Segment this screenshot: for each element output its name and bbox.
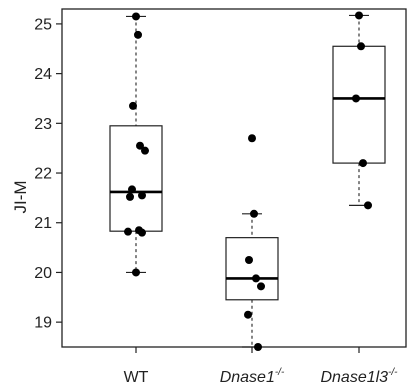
data-point: [129, 101, 137, 110]
x-axis: WT Dnase1-/- Dnase1l3-/-: [124, 347, 398, 386]
data-point: [364, 201, 372, 210]
box-group: [109, 15, 163, 274]
iqr-box: [109, 125, 163, 232]
data-point: [136, 141, 144, 150]
plot-frame: [61, 8, 407, 348]
data-point: [132, 12, 140, 21]
data-point: [352, 94, 360, 103]
y-tick-label: 21: [34, 215, 52, 232]
boxes-layer: [109, 14, 386, 348]
data-point: [124, 227, 132, 236]
points-layer: [124, 11, 372, 351]
iqr-box: [332, 45, 386, 164]
box-group: [225, 213, 279, 348]
data-point: [359, 159, 367, 168]
data-point: [355, 11, 363, 20]
data-point: [128, 185, 136, 194]
y-tick-label: 24: [34, 66, 52, 83]
y-axis: 19 20 21 22 23 24 25: [34, 16, 62, 332]
data-point: [245, 256, 253, 265]
data-point: [138, 191, 146, 200]
y-tick-label: 20: [34, 265, 52, 282]
data-point: [134, 30, 142, 39]
data-point: [252, 274, 260, 283]
y-tick-label: 19: [34, 315, 52, 332]
data-point: [257, 282, 265, 291]
y-axis-title: JI-M: [11, 180, 30, 213]
data-point: [141, 146, 149, 155]
data-point: [138, 228, 146, 237]
iqr-box: [225, 237, 279, 301]
y-tick-label: 23: [34, 116, 52, 133]
data-point: [132, 268, 140, 277]
y-axis-title-group: JI-M: [11, 180, 30, 213]
x-tick-label: Dnase1-/-: [220, 367, 285, 386]
data-point: [126, 192, 134, 201]
data-point: [248, 134, 256, 143]
data-point: [254, 343, 262, 351]
data-point: [250, 209, 258, 218]
y-tick-label: 22: [34, 166, 52, 183]
x-tick-label: Dnase1l3-/-: [320, 367, 398, 386]
data-point: [357, 42, 365, 51]
y-tick-label: 25: [34, 16, 52, 33]
data-point: [244, 310, 252, 319]
x-tick-label: WT: [124, 369, 149, 386]
